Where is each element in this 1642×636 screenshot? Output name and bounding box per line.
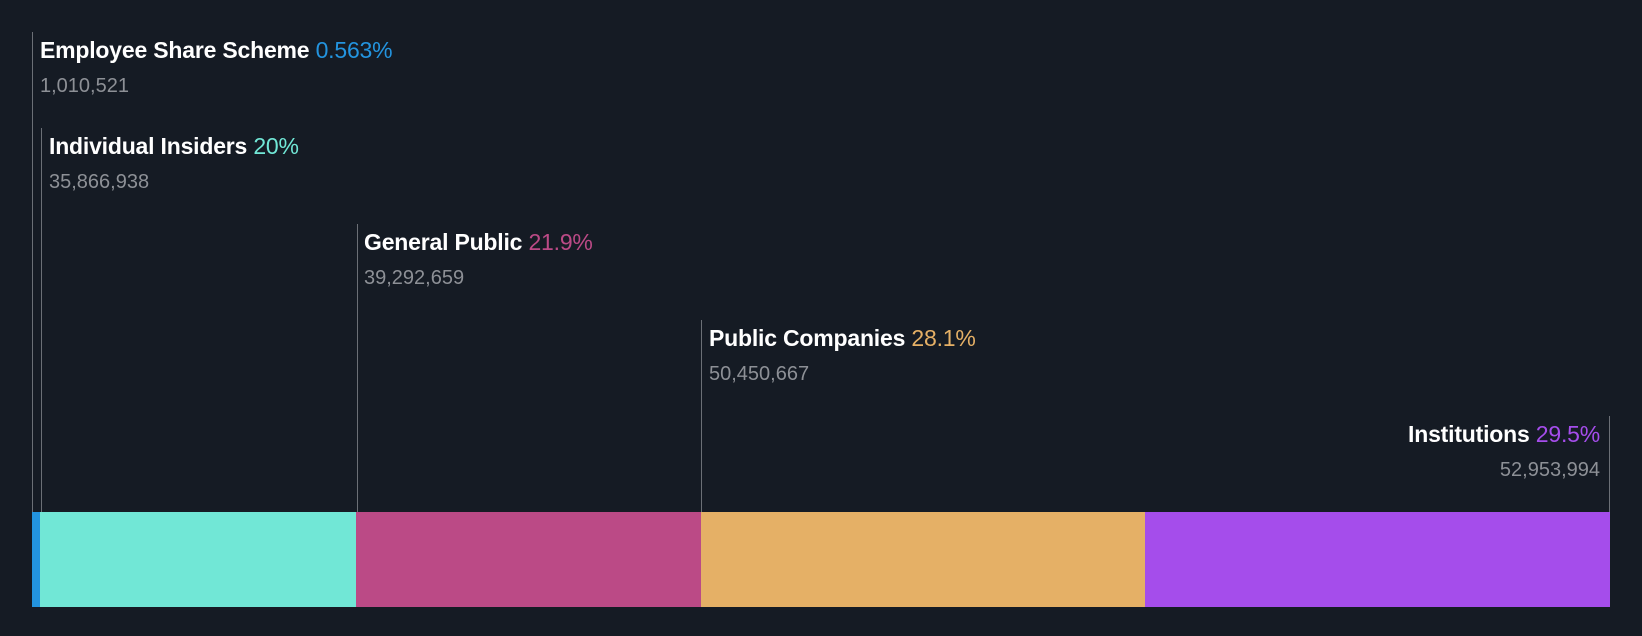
segment-name: Institutions [1408, 421, 1530, 447]
bar-segment-institutions[interactable] [1145, 512, 1610, 607]
segment-percent: 20% [253, 133, 299, 159]
segment-percent: 29.5% [1535, 421, 1600, 447]
bar-segment-general-public[interactable] [356, 512, 701, 607]
marker-line-institutions [1609, 416, 1610, 512]
marker-line-general-public [357, 224, 358, 512]
segment-name: Employee Share Scheme [40, 37, 310, 63]
segment-title: Public Companies 28.1% [709, 324, 976, 352]
segment-percent: 21.9% [528, 229, 593, 255]
segment-percent: 28.1% [911, 325, 976, 351]
label-employee-share-scheme: Employee Share Scheme 0.563% 1,010,521 [40, 36, 393, 98]
segment-shares: 39,292,659 [364, 267, 465, 289]
segment-name: Public Companies [709, 325, 906, 351]
label-institutions: Institutions 29.5% 52,953,994 [1408, 420, 1600, 482]
marker-line-public-companies [701, 320, 702, 512]
bar-segment-individual-insiders[interactable] [40, 512, 356, 607]
segment-shares: 1,010,521 [40, 75, 129, 97]
label-general-public: General Public 21.9% 39,292,659 [364, 228, 593, 290]
segment-name: General Public [364, 229, 523, 255]
segment-title: General Public 21.9% [364, 228, 593, 256]
segment-shares: 52,953,994 [1499, 459, 1600, 481]
label-public-companies: Public Companies 28.1% 50,450,667 [709, 324, 976, 386]
segment-percent: 0.563% [315, 37, 393, 63]
segment-shares: 50,450,667 [709, 363, 810, 385]
bar-segment-public-companies[interactable] [701, 512, 1145, 607]
label-individual-insiders: Individual Insiders 20% 35,866,938 [49, 132, 299, 194]
bar-segment-employee-share-scheme[interactable] [32, 512, 40, 607]
marker-line-individual-insiders [41, 128, 42, 512]
segment-title: Individual Insiders 20% [49, 132, 299, 160]
marker-line-employee-share-scheme [32, 32, 33, 512]
segment-name: Individual Insiders [49, 133, 248, 159]
segment-shares: 35,866,938 [49, 171, 150, 193]
segment-title: Institutions 29.5% [1408, 420, 1600, 448]
segment-title: Employee Share Scheme 0.563% [40, 36, 393, 64]
